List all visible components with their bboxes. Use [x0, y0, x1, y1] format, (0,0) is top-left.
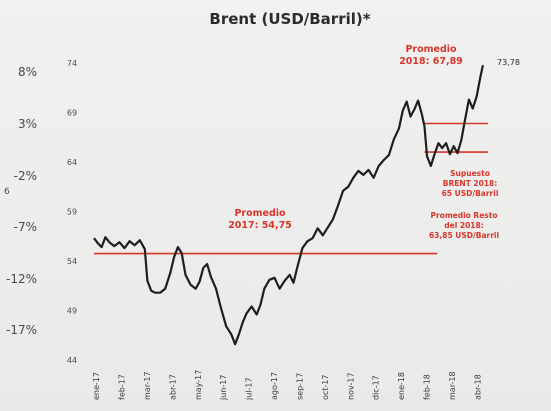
- y-tick-label: 49: [67, 307, 77, 316]
- chart-ticks: 44 49 54 59 64 69 74 8% 3% -2% -7% -12% -17% 6 ene-17 f…: [4, 59, 482, 401]
- y-tick-label: 74: [67, 59, 77, 68]
- chart-annotations: Promedio 2017: 54,75 Promedio 2018: 67,89 Su…: [228, 44, 520, 240]
- x-tick-label: dic-17: [372, 375, 381, 400]
- x-tick-label: sep-17: [295, 373, 304, 400]
- x-tick-label: ene-18: [397, 372, 406, 400]
- pct-tick-label: -17%: [6, 323, 37, 337]
- x-tick-label: jul-17: [245, 377, 254, 401]
- y-tick-label: 69: [67, 109, 77, 118]
- brent-price-line: [93, 64, 484, 346]
- pct-tick-label: -2%: [14, 169, 37, 183]
- x-tick-label: mar-18: [448, 371, 457, 400]
- pct-tick-label: 8%: [18, 65, 37, 79]
- x-tick-label: jun-17: [219, 375, 228, 401]
- last-value-label: 73,78: [497, 58, 520, 67]
- stray-label: 6: [4, 187, 10, 197]
- x-tick-label: nov-17: [346, 372, 355, 400]
- pct-tick-label: -12%: [6, 272, 37, 286]
- pct-tick-label: -7%: [14, 220, 37, 234]
- y-tick-label: 44: [67, 356, 77, 365]
- y-tick-label: 54: [67, 257, 77, 266]
- avg-2018-label: Promedio 2018: 67,89: [399, 44, 463, 67]
- x-tick-label: may-17: [194, 370, 203, 400]
- resto-label: Promedio Resto del 2018: 63,85 USD/Barril: [429, 211, 499, 240]
- chart-title: Brent (USD/Barril)*: [209, 10, 370, 28]
- supuesto-label: Supuesto BRENT 2018: 65 USD/Barril: [442, 169, 499, 198]
- y-tick-label: 59: [67, 208, 77, 217]
- avg-2017-label: Promedio 2017: 54,75: [228, 208, 292, 231]
- x-tick-label: feb-18: [423, 374, 432, 400]
- x-tick-label: ago-17: [270, 372, 279, 400]
- x-tick-label: ene-17: [92, 372, 101, 400]
- x-tick-label: feb-17: [118, 374, 127, 400]
- x-tick-label: mar-17: [143, 371, 152, 400]
- x-tick-label: oct-17: [321, 375, 330, 401]
- x-tick-label: abr-17: [168, 374, 177, 400]
- chart-lines: [93, 64, 488, 346]
- y-tick-label: 64: [67, 158, 77, 167]
- x-tick-label: abr-18: [473, 374, 482, 400]
- pct-tick-label: 3%: [18, 117, 37, 131]
